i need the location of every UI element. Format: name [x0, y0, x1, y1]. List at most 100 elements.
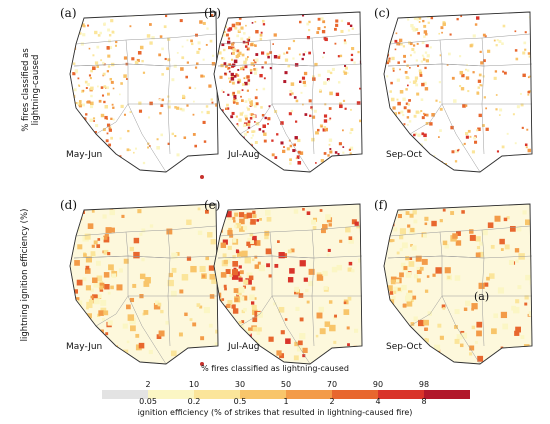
fire-pixel: [343, 39, 346, 42]
fire-pixel: [205, 105, 209, 108]
fire-pixel: [252, 114, 256, 119]
fire-pixel: [296, 346, 303, 352]
fire-pixel: [454, 160, 458, 163]
legend-tick-label: 8: [421, 397, 427, 406]
fire-pixel: [429, 46, 432, 49]
fire-pixel: [421, 54, 424, 57]
fire-pixel: [158, 98, 161, 101]
fire-pixel: [95, 260, 101, 266]
fire-pixel: [320, 159, 325, 163]
colorbar-swatch: [102, 390, 148, 399]
fire-pixel: [232, 308, 239, 314]
fire-pixel: [410, 244, 413, 247]
fire-pixel: [235, 249, 240, 254]
fire-pixel: [315, 131, 319, 135]
fire-pixel: [208, 265, 215, 271]
fire-pixel: [389, 291, 394, 295]
fire-pixel: [479, 84, 482, 86]
state-boundary: [311, 33, 361, 39]
fire-pixel: [342, 151, 345, 154]
fire-pixel: [347, 267, 352, 272]
fire-pixel: [108, 34, 112, 37]
fire-pixel: [351, 219, 357, 225]
fire-pixel: [158, 330, 165, 337]
fire-pixel: [83, 253, 87, 257]
fire-pixel: [246, 241, 251, 247]
fire-pixel: [390, 40, 393, 43]
fire-pixel: [411, 26, 416, 31]
fire-pixel: [260, 157, 264, 161]
fire-pixel: [247, 79, 251, 82]
fire-pixel: [423, 30, 428, 34]
fire-pixel: [296, 155, 300, 159]
fire-pixel: [240, 99, 244, 103]
fire-pixel: [306, 22, 310, 26]
fire-pixel: [199, 305, 203, 309]
fire-pixel: [235, 73, 238, 76]
fire-pixel: [109, 46, 113, 50]
map-frame: [213, 11, 363, 173]
fire-pixel: [78, 85, 81, 87]
fire-pixel: [299, 20, 302, 24]
fire-pixel: [517, 159, 520, 163]
fire-pixel: [239, 112, 243, 116]
fire-pixel: [456, 334, 462, 340]
fire-pixel: [251, 130, 254, 134]
fire-pixel: [253, 104, 257, 108]
fire-pixel: [520, 335, 525, 340]
fire-pixel: [278, 54, 281, 57]
fire-pixel: [424, 154, 428, 158]
fire-pixel: [423, 133, 427, 138]
fire-pixel: [207, 232, 213, 238]
fire-pixel: [350, 128, 354, 132]
fire-pixel: [246, 38, 249, 41]
fire-pixel: [244, 65, 248, 69]
fire-pixel: [237, 90, 241, 94]
fire-pixel: [493, 76, 497, 80]
fire-pixel: [292, 39, 296, 43]
fire-pixel: [79, 23, 81, 26]
fire-pixel: [186, 219, 192, 225]
fire-pixel: [100, 59, 103, 62]
fire-pixel: [100, 113, 105, 118]
fire-pixel: [236, 53, 241, 58]
fire-pixel: [254, 61, 257, 64]
fire-pixel: [476, 321, 483, 328]
fire-pixel: [240, 95, 242, 98]
fire-pixel: [252, 130, 256, 133]
fire-pixel: [354, 328, 359, 333]
fire-pixel: [236, 74, 240, 77]
state-boundary: [481, 295, 485, 347]
fire-pixel: [308, 20, 311, 24]
map-frame: [69, 11, 219, 173]
fire-pixel: [234, 297, 239, 302]
fire-pixel: [176, 106, 180, 110]
fire-pixel: [438, 81, 441, 84]
fire-pixel: [480, 84, 483, 87]
fire-pixel: [225, 107, 228, 110]
fire-pixel: [402, 303, 407, 308]
fire-pixel: [315, 162, 317, 164]
fire-pixel: [390, 97, 395, 102]
fire-pixel: [386, 61, 390, 65]
fire-pixel: [261, 19, 265, 23]
fire-pixel: [397, 214, 402, 219]
fire-pixel: [219, 111, 223, 114]
fire-pixel: [231, 111, 235, 115]
fire-pixel: [160, 309, 164, 314]
legend-title-top: % fires classified as lightning-caused: [201, 364, 349, 373]
fire-pixel: [526, 128, 529, 131]
fire-pixel: [421, 82, 425, 87]
fire-pixel: [323, 119, 328, 123]
fire-pixel: [407, 84, 409, 87]
fire-pixel: [107, 320, 113, 326]
fire-pixel: [238, 212, 245, 218]
fire-pixel: [87, 24, 90, 27]
fire-pixel: [340, 19, 344, 23]
fire-pixel: [266, 263, 270, 268]
fire-pixel: [241, 89, 244, 92]
state-boundary: [169, 255, 219, 259]
fire-pixel: [417, 64, 420, 67]
fire-pixel: [220, 242, 227, 248]
fire-pixel: [399, 247, 403, 252]
